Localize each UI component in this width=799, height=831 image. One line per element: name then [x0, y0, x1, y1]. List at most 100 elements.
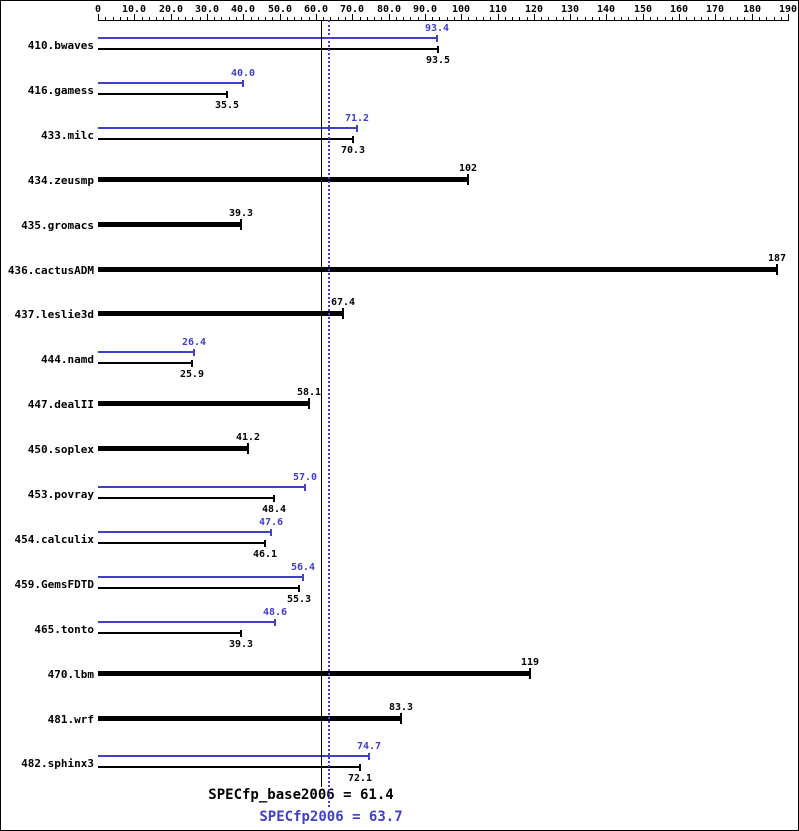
base-value-label: 46.1	[252, 549, 278, 560]
axis-minor-tick	[665, 17, 666, 20]
peak-bar-endcap	[304, 484, 306, 491]
axis-minor-tick	[577, 17, 578, 20]
axis-tick-label: 190	[778, 4, 798, 15]
axis-minor-tick	[381, 17, 382, 20]
axis-tick-label: 110	[488, 4, 508, 15]
base-value-label: 72.1	[347, 773, 373, 784]
base-bar-endcap	[240, 219, 242, 230]
benchmark-label: 481.wrf	[47, 713, 94, 726]
axis-minor-tick	[701, 17, 702, 20]
axis-minor-tick	[294, 17, 295, 20]
axis-major-tick	[788, 14, 789, 20]
benchmark-label: 447.dealII	[27, 398, 94, 411]
axis-minor-tick	[410, 17, 411, 20]
base-bar	[98, 542, 266, 544]
base-mean-line	[321, 20, 322, 787]
base-bar-endcap	[359, 764, 361, 771]
axis-minor-tick	[229, 17, 230, 20]
base-bar	[98, 48, 438, 50]
axis-tick-label: 120	[524, 4, 544, 15]
axis-tick-label: 0	[94, 4, 102, 15]
axis-minor-tick	[221, 17, 222, 20]
axis-minor-tick	[330, 17, 331, 20]
axis-minor-tick	[192, 17, 193, 20]
axis-minor-tick	[737, 17, 738, 20]
axis-tick-label: 60.0	[303, 4, 329, 15]
peak-bar	[98, 576, 303, 578]
base-bar-endcap	[467, 174, 469, 185]
axis-major-tick	[389, 14, 390, 20]
peak-value-label: 56.4	[290, 562, 316, 573]
axis-major-tick	[679, 14, 680, 20]
base-bar	[98, 716, 401, 721]
axis-minor-tick	[345, 17, 346, 20]
axis-major-tick	[134, 14, 135, 20]
axis-minor-tick	[621, 17, 622, 20]
axis-minor-tick	[766, 17, 767, 20]
axis-minor-tick	[468, 17, 469, 20]
axis-minor-tick	[396, 17, 397, 20]
axis-minor-tick	[272, 17, 273, 20]
base-value-label: 41.2	[235, 432, 261, 443]
axis-minor-tick	[694, 17, 695, 20]
axis-minor-tick	[708, 17, 709, 20]
base-bar	[98, 446, 248, 451]
base-value-label: 39.3	[228, 208, 254, 219]
peak-bar-endcap	[193, 349, 195, 356]
axis-tick-label: 170	[705, 4, 725, 15]
base-bar	[98, 766, 360, 768]
axis-minor-tick	[774, 17, 775, 20]
base-bar-endcap	[342, 308, 344, 319]
base-bar	[98, 177, 469, 182]
axis-major-tick	[425, 14, 426, 20]
base-bar	[98, 311, 343, 316]
axis-minor-tick	[265, 17, 266, 20]
peak-bar-endcap	[302, 574, 304, 581]
peak-mean-line	[328, 20, 330, 807]
benchmark-label: 436.cactusADM	[7, 264, 94, 277]
base-bar-endcap	[352, 136, 354, 143]
axis-minor-tick	[686, 17, 687, 20]
axis-tick-label: 160	[669, 4, 689, 15]
benchmark-label: 444.namd	[41, 353, 94, 366]
peak-bar-endcap	[274, 619, 276, 626]
base-bar-endcap	[308, 398, 310, 409]
base-value-label: 119	[520, 657, 540, 668]
axis-major-tick	[570, 14, 571, 20]
axis-minor-tick	[287, 17, 288, 20]
base-bar	[98, 362, 193, 364]
peak-value-label: 93.4	[424, 23, 450, 34]
base-bar	[98, 671, 531, 676]
axis-tick-label: 130	[560, 4, 580, 15]
axis-minor-tick	[592, 17, 593, 20]
axis-minor-tick	[236, 17, 237, 20]
peak-value-label: 47.6	[258, 517, 284, 528]
base-mean-text: SPECfp_base2006 = 61.4	[208, 787, 394, 803]
axis-major-tick	[643, 14, 644, 20]
axis-major-tick	[98, 14, 99, 20]
axis-minor-tick	[636, 17, 637, 20]
axis-minor-tick	[650, 17, 651, 20]
axis-major-tick	[534, 14, 535, 20]
axis-tick-label: 80.0	[376, 4, 402, 15]
base-bar-endcap	[247, 443, 249, 454]
axis-minor-tick	[585, 17, 586, 20]
base-bar-endcap	[298, 585, 300, 592]
peak-value-label: 26.4	[181, 337, 207, 348]
axis-minor-tick	[301, 17, 302, 20]
peak-bar	[98, 37, 438, 39]
base-value-label: 58.1	[296, 387, 322, 398]
axis-tick-label: 50.0	[267, 4, 293, 15]
benchmark-label: 470.lbm	[47, 668, 94, 681]
axis-minor-tick	[156, 17, 157, 20]
axis-tick-label: 100	[451, 4, 471, 15]
peak-bar	[98, 127, 357, 129]
base-value-label: 93.5	[425, 55, 451, 66]
peak-bar-endcap	[242, 80, 244, 87]
axis-major-tick	[243, 14, 244, 20]
base-bar	[98, 138, 354, 140]
axis-tick-label: 90.0	[412, 4, 438, 15]
axis-major-tick	[171, 14, 172, 20]
axis-minor-tick	[505, 17, 506, 20]
base-bar-endcap	[437, 46, 439, 53]
